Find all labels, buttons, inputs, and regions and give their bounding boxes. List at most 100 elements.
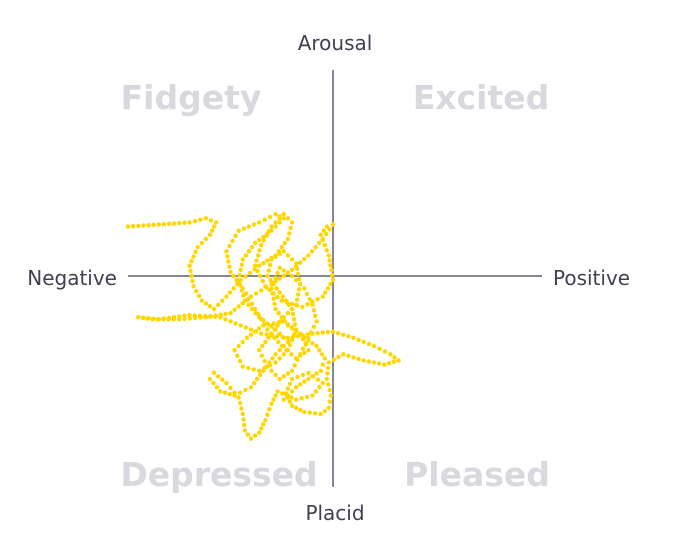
trajectory-point — [320, 294, 325, 299]
trajectory-point — [289, 395, 294, 400]
trajectory-point — [236, 228, 241, 233]
trajectory-point — [272, 327, 277, 332]
trajectory-point — [166, 221, 172, 226]
trajectory-point — [273, 372, 278, 378]
trajectory-point — [328, 282, 333, 287]
trajectory-point — [277, 290, 282, 295]
quadrant-label-top-left: Fidgety — [121, 78, 262, 117]
trajectory-point — [290, 311, 296, 317]
trajectory-point — [261, 260, 266, 266]
trajectory-point — [273, 393, 278, 398]
trajectory-point — [269, 368, 274, 373]
trajectory-point — [216, 374, 221, 379]
trajectory-point — [300, 372, 306, 378]
trajectory-point — [289, 306, 295, 312]
trajectory-point — [391, 359, 396, 364]
axis-label-top: Arousal — [298, 31, 373, 55]
trajectory-point — [313, 389, 319, 394]
trajectory-point — [285, 323, 291, 328]
trajectory-point — [243, 325, 249, 330]
trajectory-point — [261, 234, 266, 240]
trajectory-point — [271, 321, 276, 326]
trajectory-point — [279, 343, 284, 349]
trajectory-point — [304, 394, 310, 400]
trajectory-point — [287, 342, 293, 348]
trajectory-point — [323, 290, 328, 295]
trajectory-point — [288, 225, 293, 231]
trajectory-point — [293, 261, 299, 266]
trajectory-point — [257, 368, 262, 373]
trajectory-point — [227, 243, 232, 249]
trajectory-point — [203, 216, 209, 221]
trajectory-point — [237, 400, 243, 406]
trajectory-point — [277, 220, 282, 225]
trajectory-point — [273, 360, 278, 365]
trajectory-point — [315, 377, 321, 382]
trajectory-point — [251, 222, 257, 227]
trajectory-point — [320, 362, 325, 367]
trajectory-point — [289, 403, 295, 408]
trajectory-point — [232, 307, 237, 312]
trajectory-point — [267, 214, 273, 220]
trajectory-point — [270, 291, 275, 296]
trajectory-point — [255, 268, 260, 274]
trajectory-point — [259, 242, 264, 248]
trajectory-point — [324, 231, 329, 237]
trajectory-point — [320, 236, 325, 242]
trajectory-point — [251, 367, 256, 372]
trajectory-point — [280, 391, 285, 396]
trajectory-point — [285, 236, 291, 242]
trajectory-point — [161, 222, 167, 227]
trajectory-point — [214, 385, 219, 390]
trajectory-point — [212, 314, 218, 320]
trajectory-point — [130, 224, 136, 229]
trajectory-point — [209, 228, 215, 233]
trajectory-point — [227, 264, 232, 269]
trajectory-point — [313, 411, 318, 416]
trajectory-point — [314, 343, 319, 349]
trajectory-point — [287, 381, 293, 386]
trajectory-point — [356, 337, 361, 343]
trajectory-point — [242, 298, 247, 303]
trajectory-point — [161, 316, 167, 321]
trajectory-point — [377, 346, 382, 351]
trajectory-point — [275, 389, 280, 394]
trajectory-point — [233, 233, 238, 238]
trajectory-point — [289, 220, 295, 225]
trajectory-points — [125, 212, 401, 441]
trajectory-point — [309, 249, 315, 254]
trajectory-point — [376, 361, 382, 366]
trajectory-point — [259, 353, 265, 358]
trajectory-point — [264, 332, 269, 337]
trajectory-point — [279, 315, 284, 320]
trajectory-point — [322, 356, 327, 361]
trajectory-point — [208, 218, 214, 223]
trajectory-point — [289, 376, 295, 382]
trajectory-point — [151, 222, 156, 227]
trajectory-point — [292, 322, 298, 327]
trajectory-point — [218, 315, 223, 320]
trajectory-point — [282, 319, 287, 324]
quadrant-label-bottom-left: Depressed — [120, 455, 317, 494]
trajectory-point — [246, 249, 252, 254]
trajectory-point — [277, 356, 282, 361]
trajectory-point — [311, 308, 317, 313]
trajectory-point — [274, 286, 279, 291]
trajectory-point — [211, 370, 217, 375]
trajectory-point — [236, 304, 241, 309]
trajectory-point — [308, 330, 314, 335]
trajectory-point — [248, 327, 254, 332]
trajectory-point — [257, 348, 262, 353]
trajectory-point — [233, 321, 238, 326]
trajectory-point — [285, 371, 291, 376]
trajectory-point — [321, 228, 326, 233]
trajectory-point — [220, 298, 225, 303]
trajectory-point — [260, 278, 265, 284]
trajectory-point — [249, 301, 255, 306]
trajectory-point — [269, 224, 274, 229]
trajectory-point — [326, 365, 331, 371]
trajectory-point — [187, 312, 192, 318]
trajectory-point — [275, 323, 280, 328]
trajectory-point — [190, 278, 195, 284]
trajectory-point — [236, 343, 241, 349]
